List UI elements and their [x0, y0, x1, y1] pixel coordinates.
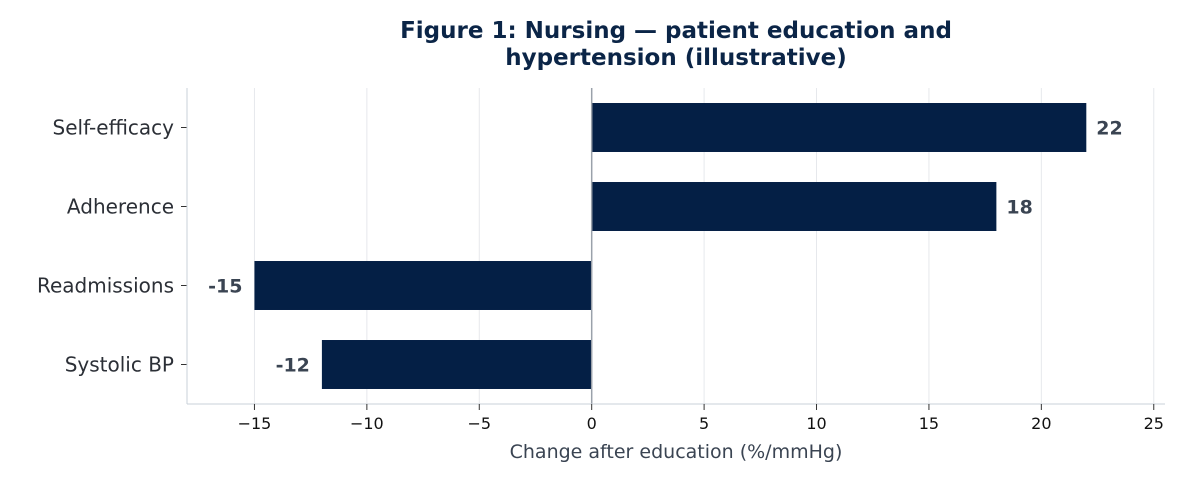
category-label-2: Readmissions	[37, 274, 174, 298]
x-tick-label-3: 0	[587, 414, 597, 433]
category-label-3: Systolic BP	[65, 353, 174, 377]
category-label-0: Self-efficacy	[53, 116, 175, 140]
chart-title-line-1: Figure 1: Nursing — patient education an…	[400, 18, 952, 44]
x-tick-label-1: −10	[350, 414, 384, 433]
x-tick-label-0: −15	[238, 414, 272, 433]
x-tick-label-8: 25	[1144, 414, 1164, 433]
x-tick-label-6: 15	[919, 414, 939, 433]
bar-0	[591, 103, 1087, 152]
x-tick-label-7: 20	[1031, 414, 1051, 433]
bar-1	[591, 182, 997, 231]
bars	[254, 103, 1087, 389]
x-tick-label-2: −5	[467, 414, 491, 433]
bar-2	[254, 261, 592, 310]
chart-title-line-2: hypertension (illustrative)	[505, 45, 847, 71]
data-label-1: 18	[1006, 197, 1032, 219]
x-tick-label-5: 10	[806, 414, 826, 433]
data-label-2: -15	[208, 276, 242, 298]
data-label-3: -12	[276, 355, 310, 377]
data-label-0: 22	[1096, 118, 1122, 140]
labels: Self-efficacy 22 Adherence 18 Readmissions -1…	[37, 116, 1164, 434]
category-label-1: Adherence	[67, 195, 174, 219]
x-axis-label: Change after education (%/mmHg)	[510, 441, 843, 463]
bar-3	[321, 340, 592, 389]
axes	[181, 88, 1165, 410]
x-tick-label-4: 5	[699, 414, 709, 433]
